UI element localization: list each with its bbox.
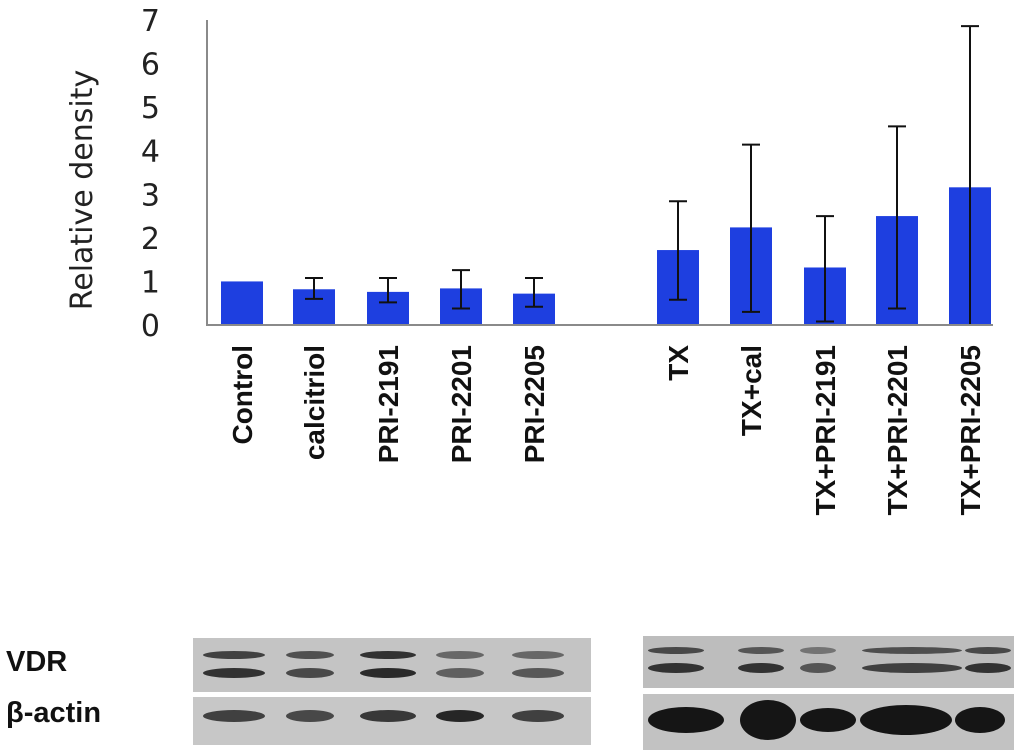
category-labels: Control calcitriol PRI-2191 PRI-2201 PRI-220… [227, 345, 986, 516]
blot-panel-right [643, 636, 1014, 750]
y-tick-label: 6 [141, 48, 160, 83]
x-category-label: TX+cal [736, 345, 767, 436]
blot-band [286, 651, 334, 659]
blot-band [436, 710, 484, 722]
actin-bands-right [648, 700, 1005, 740]
blot-band [648, 707, 724, 733]
blot-vdr-strip-right [643, 636, 1014, 688]
blot-band [203, 710, 265, 722]
x-category-label: PRI-2205 [519, 345, 550, 463]
blot-band [512, 668, 564, 678]
y-tick-label: 5 [141, 91, 160, 126]
error-bar [452, 269, 470, 310]
vdr-bands-left [203, 651, 564, 678]
y-axis-ticks: 0 1 2 3 4 5 6 7 [141, 4, 160, 344]
blot-band [738, 663, 784, 673]
x-category-label: Control [227, 345, 258, 445]
y-tick-label: 4 [141, 135, 160, 170]
blot-panel-left [193, 638, 591, 745]
bar [221, 281, 263, 325]
blot-band [512, 651, 564, 659]
x-category-label: calcitriol [299, 345, 330, 460]
x-category-label: PRI-2201 [446, 345, 477, 463]
blot-band [512, 710, 564, 722]
error-bars [305, 25, 979, 326]
blot-band [648, 647, 704, 654]
blot-vdr-strip-left [193, 638, 591, 692]
y-tick-label: 0 [141, 309, 160, 344]
blot-band [203, 651, 265, 659]
bar-chart: 0 1 2 3 4 5 6 7 Relative density Control calcitr… [65, 4, 993, 515]
blot-band [360, 710, 416, 722]
blot-band [860, 705, 952, 735]
y-tick-label: 7 [141, 4, 160, 39]
y-tick-label: 3 [141, 178, 160, 213]
blot-band [738, 647, 784, 654]
x-category-label: PRI-2191 [373, 345, 404, 463]
x-category-label: TX [663, 345, 694, 381]
error-bar [305, 276, 323, 300]
x-category-label: TX+PRI-2201 [882, 345, 913, 515]
blot-band [436, 651, 484, 659]
blot-band [965, 647, 1011, 654]
western-blot: VDR β-actin [6, 636, 1014, 750]
error-bar [816, 215, 834, 323]
x-category-label: TX+PRI-2205 [955, 345, 986, 515]
blot-band [862, 663, 962, 673]
bars [221, 187, 991, 325]
blot-band [800, 647, 836, 654]
blot-band [740, 700, 796, 740]
blot-band [862, 647, 962, 654]
error-bar [379, 276, 397, 304]
blot-band [648, 663, 704, 673]
error-bar [888, 125, 906, 310]
y-tick-label: 2 [141, 222, 160, 257]
error-bar [669, 200, 687, 301]
blot-band [360, 668, 416, 678]
y-axis-label: Relative density [65, 70, 100, 311]
y-tick-label: 1 [141, 265, 160, 300]
vdr-bands-right [648, 647, 1011, 673]
x-category-label: TX+PRI-2191 [810, 345, 841, 515]
blot-band [286, 710, 334, 722]
blot-band [436, 668, 484, 678]
blot-band [800, 708, 856, 732]
blot-band [360, 651, 416, 659]
blot-band [286, 668, 334, 678]
error-bar [525, 276, 543, 308]
blot-band [203, 668, 265, 678]
blot-label-vdr: VDR [6, 646, 67, 678]
error-bar [742, 143, 760, 313]
actin-bands-left [203, 710, 564, 722]
blot-band [955, 707, 1005, 733]
blot-label-beta-actin: β-actin [6, 697, 101, 729]
blot-band [965, 663, 1011, 673]
blot-band [800, 663, 836, 673]
